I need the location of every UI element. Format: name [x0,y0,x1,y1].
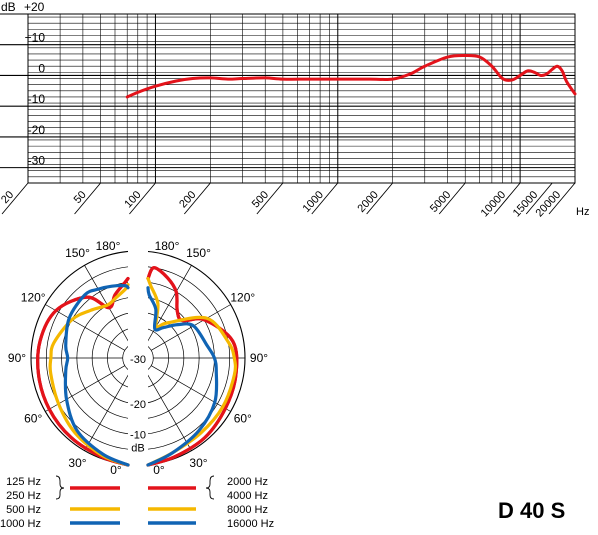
polar-curve [48,283,130,467]
polar-curves [36,266,239,467]
legend-label-right: 16000 Hz [227,518,274,530]
polar-spoke [45,304,125,351]
polar-spoke [151,365,231,412]
legend-label-left: 125 Hz [6,476,41,488]
x-tick-mark [129,182,156,215]
angle-label-right: 30° [189,456,207,470]
polar-pattern-chart: 180° 150° 120° 90° 60° 30° 0° 180° 150° 120° 90° 60… [8,239,268,477]
angle-label-right: 60° [234,412,252,426]
polar-curve [63,284,130,467]
angle-label-right: 150° [186,246,211,260]
x-tick-mark [438,182,466,215]
legend-label-right: 2000 Hz [227,476,268,488]
legend-brace-left [55,475,65,500]
polar-spoke [151,304,231,351]
x-tick-mark [311,182,339,215]
x-tick-mark [493,182,521,215]
plot-frame [27,13,576,184]
polar-curve [36,276,130,467]
legend-label-left: 250 Hz [6,490,41,502]
polar-curve [146,276,238,467]
radial-label: -10 [130,429,146,441]
polar-curve [146,286,219,467]
angle-label-left: 60° [24,412,42,426]
angle-label-right: 180° [155,239,180,253]
angle-label-right: 90° [250,351,268,365]
angle-label-left: 30° [68,456,86,470]
vertical-grid [27,14,576,183]
x-tick-label: 20000 [534,189,564,220]
radial-label: -30 [130,354,146,366]
x-tick-label: 500 [250,189,271,211]
x-tick-mark [366,182,394,215]
angle-label-right: 0° [153,463,165,477]
y-tick-label: -20 [28,123,46,137]
angle-label-right: 120° [230,291,255,305]
y-tick-label: +20 [24,0,45,14]
x-tick-label: 10000 [479,189,509,220]
legend-label-left: 1000 Hz [0,518,41,530]
x-tick-label: 20 [0,189,16,206]
angle-label-left: 150° [65,246,90,260]
y-tick-label: -10 [28,92,46,106]
x-tick-label: 15000 [511,189,541,220]
y-tick-label: -30 [28,154,46,168]
legend-label-right: 8000 Hz [227,504,268,516]
legend-brace-right [205,475,215,500]
radial-unit: dB [131,442,144,454]
legend: 125 Hz 250 Hz 500 Hz 1000 Hz 2000 Hz 4000 Hz 8… [0,475,274,530]
x-tick-mark [74,182,101,215]
radial-label: -20 [130,399,146,411]
model-title: D 40 S [498,498,565,523]
y-axis-label: dB [1,0,16,14]
angle-label-left: 90° [8,351,26,365]
polar-spoke [145,371,192,451]
horizontal-grid [0,13,575,184]
x-tick-label: 200 [177,189,198,211]
response-curve [125,53,577,99]
x-tick-mark [1,182,29,215]
y-tick-label: 0 [38,61,45,75]
polar-curve [146,266,239,467]
x-tick-label: 50 [72,189,89,206]
x-tick-mark [525,182,553,215]
angle-label-left: 120° [21,291,46,305]
x-tick-label: 100 [122,189,143,211]
center-gap [128,239,148,473]
angle-label-left: 180° [96,239,121,253]
x-tick-mark [548,182,576,215]
x-axis-label: Hz [576,206,589,218]
x-tick-mark [183,182,211,215]
legend-label-left: 500 Hz [6,504,41,516]
x-tick-mark [256,182,284,215]
legend-label-right: 4000 Hz [227,490,268,502]
polar-spoke [145,265,192,345]
y-tick-label: +10 [25,31,46,45]
angle-label-left: 0° [110,463,122,477]
polar-spoke [84,371,131,451]
